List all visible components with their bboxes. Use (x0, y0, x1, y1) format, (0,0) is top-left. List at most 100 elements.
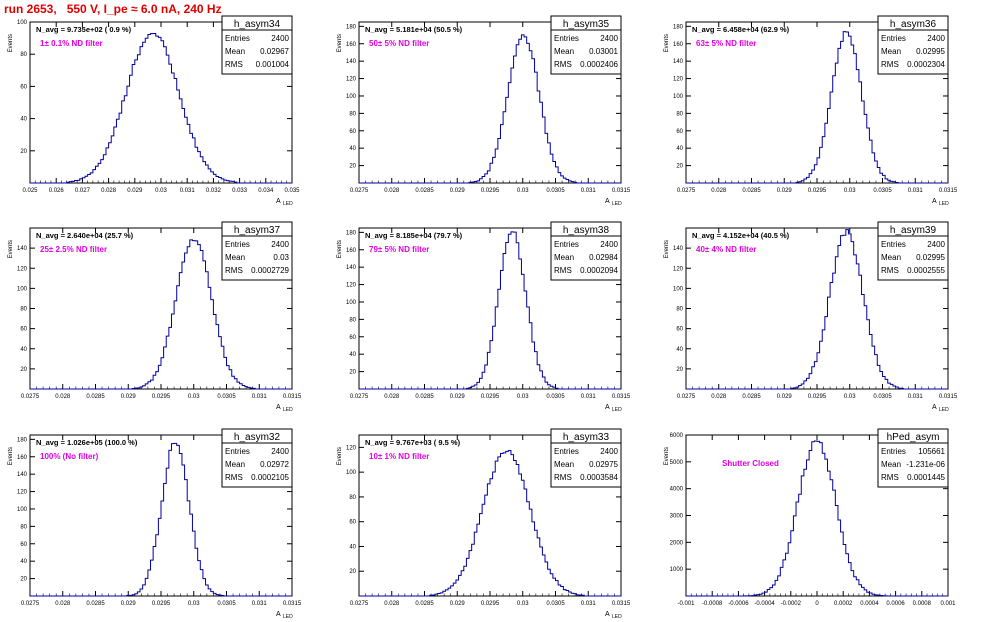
stats-key: RMS (554, 266, 572, 275)
x-tick-label: 0.0275 (350, 601, 369, 607)
x-axis-label-sub: LED (283, 407, 293, 413)
filter-annotation: Shutter Closed (722, 459, 779, 468)
stats-value: 2400 (927, 34, 945, 43)
y-tick-label: 60 (349, 520, 356, 526)
stats-value: 0.0003584 (580, 473, 618, 482)
histogram-name: h_asym32 (234, 432, 281, 443)
histogram-line (359, 231, 621, 390)
x-axis-label: A (276, 198, 281, 205)
x-tick-label: 0.028 (384, 601, 400, 607)
stats-box (221, 428, 293, 488)
y-tick-label: 80 (349, 317, 356, 323)
filter-annotation: 63± 5% ND filter (696, 39, 756, 48)
histogram-panel-h_asym33: 0.0275 0.028 0.0285 0.029 0.0295 0.03 0.0305 0.… (337, 428, 631, 620)
stats-value: 0.02995 (916, 253, 945, 262)
x-tick-label: 0.0305 (217, 601, 236, 607)
x-tick-label: 0.0285 (86, 601, 105, 607)
x-tick-label: 0.0305 (546, 394, 565, 400)
stats-key: Entries (554, 447, 579, 456)
stats-key: RMS (554, 473, 572, 482)
stats-key: Mean (554, 253, 574, 262)
x-axis-label-sub: LED (283, 614, 293, 620)
y-tick-label: 140 (346, 59, 357, 65)
x-tick-label: 0.0295 (152, 601, 171, 607)
stats-key: Entries (225, 447, 250, 456)
x-tick-label: 0.0285 (415, 394, 434, 400)
y-tick-label: 120 (17, 266, 28, 272)
y-tick-label: 100 (346, 300, 357, 306)
navg-label: N_avg = 2.640e+04 (25.7 %) (36, 231, 134, 240)
y-tick-label: 80 (349, 495, 356, 501)
x-tick-label: -0.0008 (702, 601, 723, 607)
x-tick-label: 0.031 (252, 601, 268, 607)
y-axis-label: Events (337, 447, 343, 465)
y-tick-label: 20 (20, 149, 27, 155)
x-tick-label: 0.031 (581, 188, 597, 194)
stats-value: 0.0002555 (907, 266, 945, 275)
x-tick-label: -0.0006 (728, 601, 749, 607)
histogram-panel-h_asym32: 0.0275 0.028 0.0285 0.029 0.0295 0.03 0.0305 0.… (8, 428, 302, 620)
stats-box (550, 15, 622, 75)
y-tick-label: 120 (346, 77, 357, 83)
x-axis-label: A (932, 404, 937, 411)
x-tick-label: 0.03 (844, 394, 856, 400)
y-tick-label: 60 (20, 327, 27, 333)
stats-value: 0.0002304 (907, 60, 945, 69)
stats-key: Mean (225, 253, 245, 262)
y-tick-label: 20 (349, 370, 356, 376)
x-tick-label: 0.031 (252, 394, 268, 400)
y-tick-label: 100 (17, 286, 28, 292)
y-tick-label: 100 (17, 20, 28, 26)
x-axis-label: A (276, 611, 281, 618)
x-tick-label: 0.029 (777, 394, 793, 400)
navg-label: N_avg = 8.185e+04 (79.7 %) (365, 231, 463, 240)
histogram-name: h_asym36 (890, 19, 937, 30)
x-tick-label: 0.031 (581, 394, 597, 400)
x-axis-label-sub: LED (283, 201, 293, 207)
y-tick-label: 40 (20, 559, 27, 565)
y-tick-label: 1000 (670, 567, 684, 573)
stats-value: 2400 (600, 240, 618, 249)
stats-key: Mean (225, 460, 245, 469)
x-tick-label: 0.032 (206, 188, 222, 194)
stats-value: 0.0001445 (907, 473, 945, 482)
stats-key: RMS (881, 473, 899, 482)
y-tick-label: 100 (346, 470, 357, 476)
y-tick-label: 180 (346, 24, 357, 30)
stats-value: 0.02967 (260, 47, 289, 56)
stats-value: 0.0002406 (580, 60, 618, 69)
x-axis-label-sub: LED (612, 407, 622, 413)
stats-value: 0.02975 (589, 460, 618, 469)
histogram-panel-h_asym34: 0.025 0.026 0.027 0.028 0.029 0.03 0.031 0.032 0… (8, 15, 300, 207)
stats-box (221, 221, 293, 281)
y-tick-label: 180 (17, 437, 28, 443)
x-tick-label: 0.0305 (217, 394, 236, 400)
y-tick-label: 160 (346, 248, 357, 254)
x-tick-label: 0.031 (180, 188, 196, 194)
y-axis-label: Events (664, 240, 670, 258)
stats-value: 2400 (271, 240, 289, 249)
x-tick-label: 0.03 (155, 188, 167, 194)
y-tick-label: 160 (346, 42, 357, 48)
stats-key: Mean (881, 460, 901, 469)
x-axis-label-sub: LED (939, 407, 949, 413)
x-tick-label: 0.0295 (152, 394, 171, 400)
x-tick-label: 0.0275 (350, 188, 369, 194)
histogram-line (686, 229, 948, 390)
x-tick-label: 0.027 (75, 188, 91, 194)
y-tick-label: 20 (349, 164, 356, 170)
y-tick-label: 140 (346, 265, 357, 271)
y-tick-label: 160 (673, 42, 684, 48)
stats-box (221, 15, 293, 75)
stats-box (550, 221, 622, 281)
x-tick-label: 0.0004 (860, 601, 879, 607)
y-tick-label: 40 (349, 544, 356, 550)
x-tick-label: 0.0006 (886, 601, 905, 607)
stats-value: 0.02984 (589, 253, 618, 262)
stats-key: Mean (881, 253, 901, 262)
y-tick-label: 20 (676, 164, 683, 170)
navg-label: N_avg = 9.735e+02 ( 0.9 %) (36, 25, 132, 34)
x-tick-label: 0.03 (517, 394, 529, 400)
x-tick-label: 0.028 (384, 394, 400, 400)
